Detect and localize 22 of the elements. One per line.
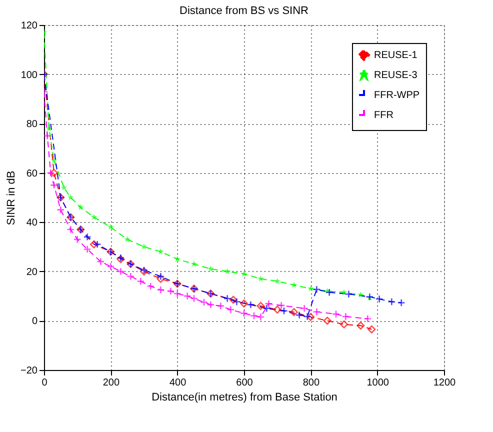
x-axis-title: Distance(in metres) from Base Station — [152, 392, 338, 404]
y-tick-label: 80 — [26, 119, 38, 130]
x-tick-label: 400 — [169, 378, 187, 388]
legend-label: FFR — [374, 110, 394, 121]
y-tick-label: −20 — [20, 366, 38, 376]
y-tick-label: 100 — [20, 70, 38, 81]
x-tick-label: 1000 — [366, 378, 390, 388]
legend-label: REUSE-3 — [374, 70, 418, 81]
x-tick-label: 0 — [42, 378, 48, 388]
legend-label: FFR-WPP — [374, 90, 420, 101]
legend-label: REUSE-1 — [374, 50, 418, 61]
x-tick-label: 600 — [236, 378, 254, 388]
y-tick-label: 120 — [20, 20, 38, 32]
y-tick-label: 60 — [26, 168, 38, 180]
y-tick-label: 20 — [26, 266, 38, 278]
y-tick-label: 0 — [32, 316, 38, 328]
y-axis-title: SINR in dB — [6, 170, 18, 226]
x-tick-label: 800 — [302, 378, 320, 388]
chart-title: Distance from BS vs SINR — [180, 5, 309, 17]
x-tick-label: 200 — [102, 378, 120, 388]
y-tick-label: 40 — [26, 218, 38, 229]
x-tick-label: 1200 — [433, 378, 456, 388]
